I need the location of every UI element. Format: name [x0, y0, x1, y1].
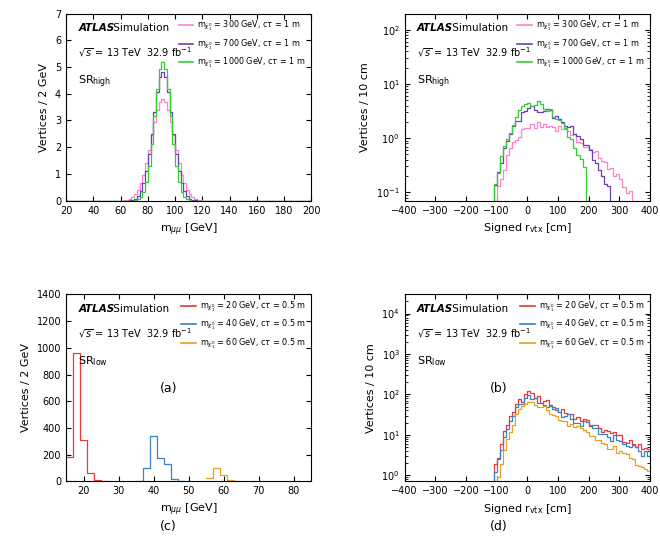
Text: Simulation: Simulation	[110, 304, 170, 314]
Legend: m$_{\tilde{\chi}^0_1}$ = 20 GeV, c$\tau$ = 0.5 m, m$_{\tilde{\chi}^0_1}$ = 40 Ge: m$_{\tilde{\chi}^0_1}$ = 20 GeV, c$\tau$…	[180, 298, 308, 352]
Text: SR$_{\mathrm{low}}$: SR$_{\mathrm{low}}$	[417, 354, 447, 368]
X-axis label: Signed r$_{\mathrm{vtx}}$ [cm]: Signed r$_{\mathrm{vtx}}$ [cm]	[482, 221, 572, 235]
Text: Simulation: Simulation	[110, 23, 170, 33]
X-axis label: m$_{\mu\mu}$ [GeV]: m$_{\mu\mu}$ [GeV]	[160, 221, 218, 237]
Text: ATLAS: ATLAS	[417, 23, 453, 33]
Text: SR$_{\mathrm{high}}$: SR$_{\mathrm{high}}$	[417, 74, 450, 90]
Legend: m$_{\tilde{\chi}^0_1}$ = 20 GeV, c$\tau$ = 0.5 m, m$_{\tilde{\chi}^0_1}$ = 40 Ge: m$_{\tilde{\chi}^0_1}$ = 20 GeV, c$\tau$…	[518, 298, 646, 352]
X-axis label: Signed r$_{\mathrm{vtx}}$ [cm]: Signed r$_{\mathrm{vtx}}$ [cm]	[482, 502, 572, 516]
Text: Simulation: Simulation	[449, 304, 508, 314]
Text: SR$_{\mathrm{high}}$: SR$_{\mathrm{high}}$	[79, 74, 112, 90]
Text: ATLAS: ATLAS	[417, 304, 453, 314]
Y-axis label: Vertices / 10 cm: Vertices / 10 cm	[360, 62, 370, 152]
Text: $\sqrt{s}$ = 13 TeV  32.9 fb$^{-1}$: $\sqrt{s}$ = 13 TeV 32.9 fb$^{-1}$	[417, 45, 531, 59]
Text: $\sqrt{s}$ = 13 TeV  32.9 fb$^{-1}$: $\sqrt{s}$ = 13 TeV 32.9 fb$^{-1}$	[417, 326, 531, 340]
Text: (c): (c)	[160, 520, 177, 533]
Legend: m$_{\tilde{\chi}^0_1}$ = 300 GeV, c$\tau$ = 1 m, m$_{\tilde{\chi}^0_1}$ = 700 Ge: m$_{\tilde{\chi}^0_1}$ = 300 GeV, c$\tau…	[516, 17, 646, 71]
Text: Simulation: Simulation	[449, 23, 508, 33]
Text: ATLAS: ATLAS	[79, 23, 115, 33]
Text: (a): (a)	[160, 382, 177, 395]
Text: SR$_{\mathrm{low}}$: SR$_{\mathrm{low}}$	[79, 354, 108, 368]
Y-axis label: Vertices / 2 GeV: Vertices / 2 GeV	[21, 344, 31, 432]
Y-axis label: Vertices / 2 GeV: Vertices / 2 GeV	[40, 63, 50, 151]
Y-axis label: Vertices / 10 cm: Vertices / 10 cm	[366, 343, 376, 433]
Text: (b): (b)	[490, 382, 507, 395]
Text: $\sqrt{s}$ = 13 TeV  32.9 fb$^{-1}$: $\sqrt{s}$ = 13 TeV 32.9 fb$^{-1}$	[79, 45, 193, 59]
Text: $\sqrt{s}$ = 13 TeV  32.9 fb$^{-1}$: $\sqrt{s}$ = 13 TeV 32.9 fb$^{-1}$	[79, 326, 193, 340]
X-axis label: m$_{\mu\mu}$ [GeV]: m$_{\mu\mu}$ [GeV]	[160, 502, 218, 518]
Text: ATLAS: ATLAS	[79, 304, 115, 314]
Text: (d): (d)	[490, 520, 507, 533]
Legend: m$_{\tilde{\chi}^0_1}$ = 300 GeV, c$\tau$ = 1 m, m$_{\tilde{\chi}^0_1}$ = 700 Ge: m$_{\tilde{\chi}^0_1}$ = 300 GeV, c$\tau…	[177, 17, 308, 71]
